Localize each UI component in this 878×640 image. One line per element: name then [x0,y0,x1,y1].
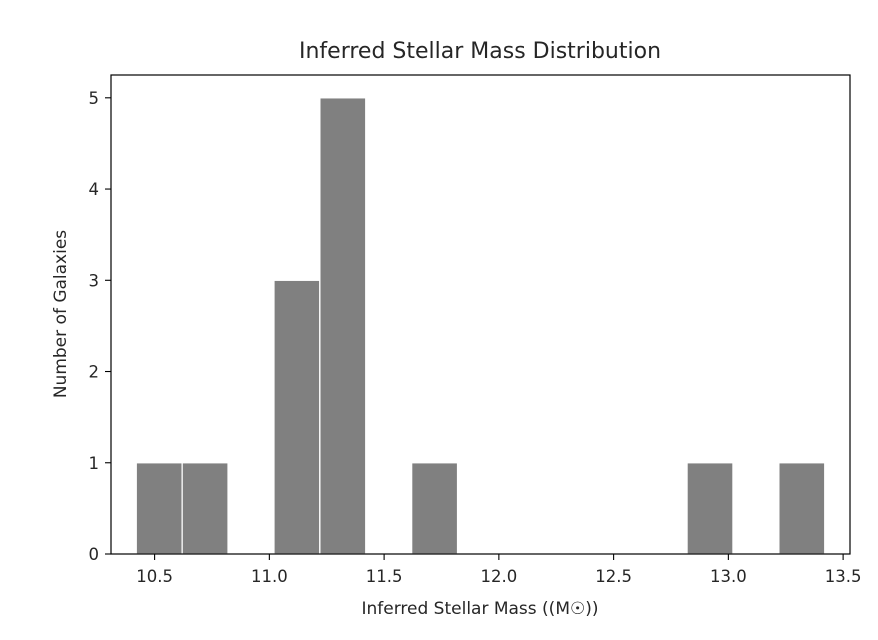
x-tick-label: 12.5 [595,567,632,586]
bar-2 [273,279,321,555]
bar-5 [686,462,734,555]
x-tick-label: 11.0 [251,567,288,586]
y-tick-label: 2 [89,363,100,382]
bar-3 [319,97,367,555]
y-tick-label: 3 [89,271,100,290]
x-tick-label: 13.0 [710,567,747,586]
y-axis-label: Number of Galaxies [51,230,71,398]
x-tick-label: 13.5 [825,567,862,586]
bar-6 [778,462,826,555]
chart-title: Inferred Stellar Mass Distribution [299,39,661,64]
y-tick-label: 1 [89,454,100,473]
x-tick-label: 10.5 [136,567,173,586]
x-tick-label: 12.0 [480,567,517,586]
plot-frame [110,74,851,555]
x-tick-label: 11.5 [366,567,403,586]
y-tick-label: 4 [89,180,100,199]
x-axis-label: Inferred Stellar Mass ((M☉)) [361,599,598,619]
bar-1 [181,462,229,555]
bar-0 [135,462,183,555]
bars-layer [135,97,826,555]
y-axis: 0 1 2 3 4 5 [89,89,111,564]
y-tick-label: 5 [89,89,100,108]
x-axis: 10.5 11.0 11.5 12.0 12.5 13.0 13.5 [136,554,861,586]
bar-4 [410,462,459,555]
y-tick-label: 0 [89,545,100,564]
